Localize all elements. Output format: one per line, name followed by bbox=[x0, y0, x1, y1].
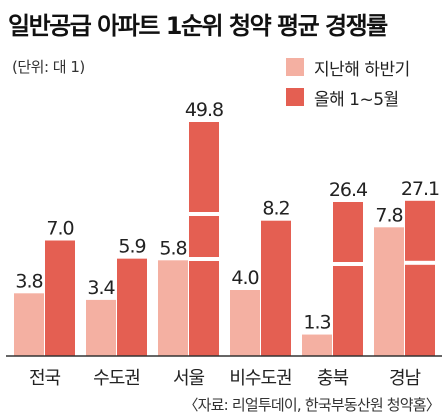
legend-label-prev-half: 지난해 하반기 bbox=[314, 59, 410, 80]
category-label-2: 서울 bbox=[173, 368, 205, 389]
bar-this-year-1 bbox=[117, 258, 147, 356]
bar-this-year-4 bbox=[333, 202, 363, 356]
bar-prev-half-4 bbox=[302, 334, 332, 356]
category-label-3: 비수도권 bbox=[229, 368, 291, 389]
legend: 지난해 하반기 올해 1~5월 bbox=[286, 52, 410, 112]
value-label-prev-half-5: 7.8 bbox=[375, 204, 402, 226]
bar-this-year-3 bbox=[261, 220, 291, 356]
bar-prev-half-5 bbox=[374, 227, 404, 356]
legend-swatch-this-year bbox=[286, 88, 304, 106]
value-label-this-year-2: 49.8 bbox=[185, 99, 223, 121]
axis-break-2-0 bbox=[188, 212, 220, 216]
unit-label: (단위: 대 1) bbox=[12, 58, 85, 76]
bar-prev-half-3 bbox=[230, 290, 260, 356]
bar-prev-half-2 bbox=[158, 260, 188, 356]
legend-swatch-prev-half bbox=[286, 58, 304, 76]
value-label-this-year-0: 7.0 bbox=[46, 218, 73, 240]
value-label-prev-half-0: 3.8 bbox=[15, 270, 42, 292]
bar-this-year-5 bbox=[405, 200, 435, 356]
category-label-1: 수도권 bbox=[93, 368, 140, 389]
value-label-prev-half-1: 3.4 bbox=[87, 277, 115, 299]
bar-this-year-0 bbox=[45, 240, 75, 356]
axis-break-4-0 bbox=[332, 262, 364, 266]
category-label-0: 전국 bbox=[29, 368, 61, 389]
legend-item-this-year: 올해 1~5월 bbox=[286, 82, 410, 112]
axis-break-2-1 bbox=[188, 257, 220, 261]
bar-prev-half-0 bbox=[14, 293, 44, 356]
category-label-5: 경남 bbox=[389, 368, 421, 389]
bar-this-year-2 bbox=[189, 122, 219, 356]
value-label-this-year-1: 5.9 bbox=[118, 236, 145, 258]
bar-prev-half-1 bbox=[86, 299, 116, 356]
category-label-4: 충북 bbox=[317, 368, 349, 389]
legend-label-this-year: 올해 1~5월 bbox=[314, 89, 399, 110]
axis-break-5-0 bbox=[404, 260, 436, 265]
value-label-this-year-4: 26.4 bbox=[329, 179, 368, 201]
source-note: 〈자료: 리얼투데이, 한국부동산원 청약홈〉 bbox=[183, 396, 440, 414]
legend-item-prev-half: 지난해 하반기 bbox=[286, 52, 410, 82]
value-label-prev-half-3: 4.0 bbox=[231, 267, 258, 289]
page-title: 일반공급 아파트 1순위 청약 평균 경쟁률 bbox=[8, 12, 388, 40]
value-label-prev-half-4: 1.3 bbox=[303, 312, 330, 334]
value-label-this-year-5: 27.1 bbox=[401, 178, 439, 200]
value-label-this-year-3: 8.2 bbox=[262, 198, 289, 220]
value-label-prev-half-2: 5.8 bbox=[159, 237, 186, 259]
